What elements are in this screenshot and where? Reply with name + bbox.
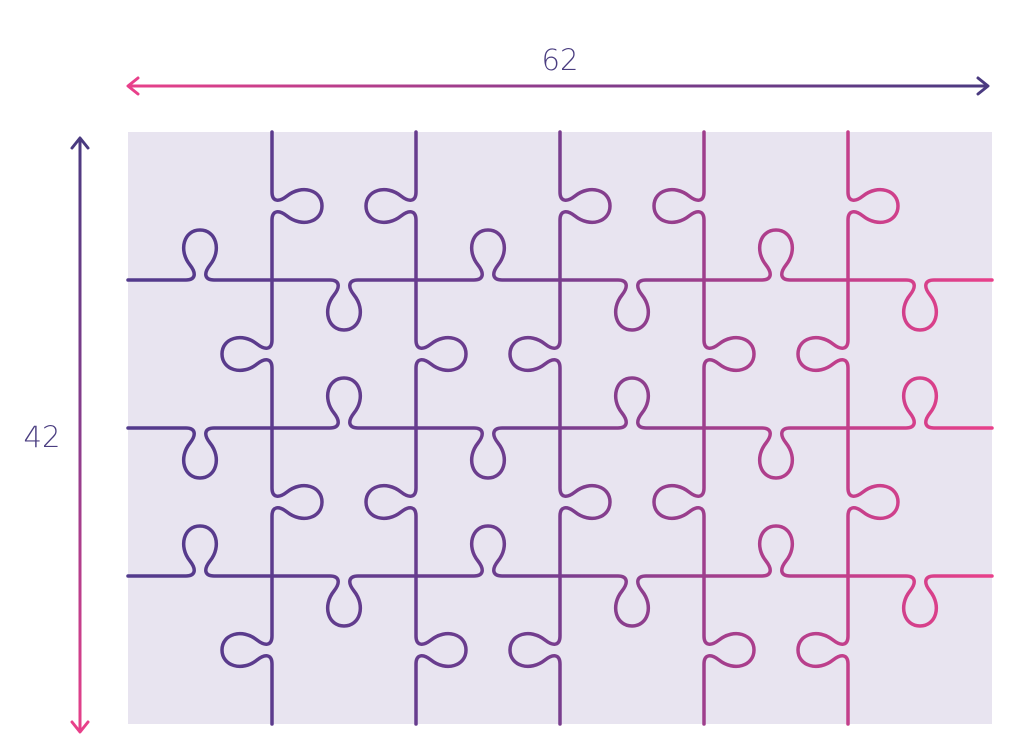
vertical-cut-edge bbox=[702, 574, 756, 726]
horizontal-cut-edge bbox=[702, 524, 850, 578]
horizontal-cut-edge bbox=[414, 524, 562, 578]
vertical-cut-edge bbox=[652, 426, 706, 578]
horizontal-cut-edge bbox=[558, 376, 706, 430]
vertical-cut-edge bbox=[414, 278, 468, 430]
width-arrow-right-head-icon bbox=[976, 76, 990, 96]
vertical-cut-edge bbox=[652, 130, 706, 282]
vertical-cut-edge bbox=[558, 130, 612, 282]
horizontal-cut-edge bbox=[126, 524, 274, 578]
vertical-cut-edge bbox=[796, 574, 850, 726]
horizontal-cut-edge bbox=[414, 228, 562, 282]
vertical-cut-edge bbox=[270, 130, 324, 282]
vertical-cut-edge bbox=[220, 278, 274, 430]
horizontal-cut-edge bbox=[126, 426, 274, 480]
vertical-cut-edge bbox=[220, 574, 274, 726]
vertical-cut-edge bbox=[508, 278, 562, 430]
horizontal-cut-edge bbox=[846, 574, 994, 628]
vertical-cut-edge bbox=[846, 130, 900, 282]
horizontal-cut-edge bbox=[558, 278, 706, 332]
width-arrow-left-head-icon bbox=[126, 76, 140, 96]
vertical-cut-edge bbox=[558, 426, 612, 578]
horizontal-cut-edge bbox=[270, 574, 418, 628]
vertical-cut-edge bbox=[364, 130, 418, 282]
width-dimension: 62 bbox=[126, 43, 990, 96]
vertical-cut-edge bbox=[364, 426, 418, 578]
height-label: 42 bbox=[24, 420, 61, 454]
vertical-cut-edge bbox=[508, 574, 562, 726]
horizontal-cut-edge bbox=[414, 426, 562, 480]
vertical-cut-edge bbox=[702, 278, 756, 430]
vertical-cut-edge bbox=[796, 278, 850, 430]
horizontal-cut-edge bbox=[702, 228, 850, 282]
horizontal-cut-edge bbox=[270, 376, 418, 430]
horizontal-cut-edge bbox=[270, 278, 418, 332]
horizontal-cut-edge bbox=[702, 426, 850, 480]
puzzle-cut-lines bbox=[126, 130, 994, 726]
height-arrow-bottom-head-icon bbox=[70, 720, 90, 734]
horizontal-cut-edge bbox=[126, 228, 274, 282]
height-arrow-top-head-icon bbox=[70, 136, 90, 150]
vertical-cut-edge bbox=[270, 426, 324, 578]
width-label: 62 bbox=[542, 43, 579, 77]
horizontal-cut-edge bbox=[846, 278, 994, 332]
height-dimension: 42 bbox=[24, 136, 90, 734]
horizontal-cut-edge bbox=[846, 376, 994, 430]
horizontal-cut-edge bbox=[558, 574, 706, 628]
vertical-cut-edge bbox=[846, 426, 900, 578]
vertical-cut-edge bbox=[414, 574, 468, 726]
